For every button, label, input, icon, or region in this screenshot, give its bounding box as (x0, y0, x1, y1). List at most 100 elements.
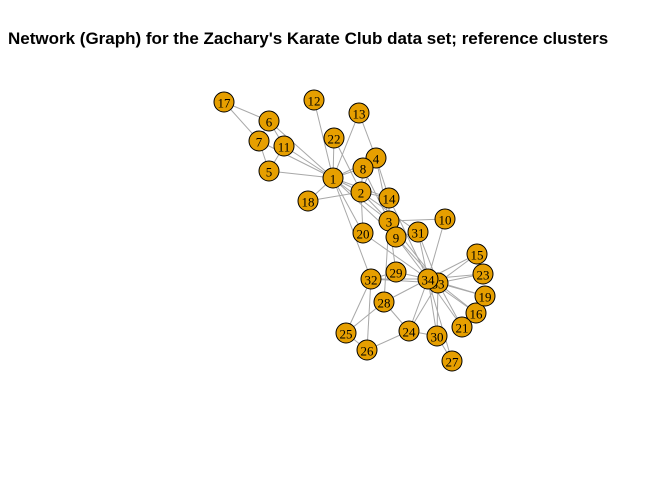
edge-1-7 (258, 140, 334, 179)
node-11: 11 (273, 135, 295, 157)
edge-27-34 (427, 278, 453, 362)
node-8: 8 (352, 157, 374, 179)
node-label: 22 (328, 132, 341, 147)
edge-1-12 (313, 99, 334, 179)
node-label: 30 (431, 330, 444, 345)
node-label: 19 (479, 290, 492, 305)
node-label: 25 (340, 327, 353, 342)
node-circle (407, 221, 429, 243)
node-circle (385, 261, 407, 283)
node-layer: 1234567891011121314151617181920212223242… (213, 89, 496, 372)
node-25: 25 (335, 322, 357, 344)
node-17: 17 (213, 91, 235, 113)
node-label: 8 (360, 162, 367, 177)
node-28: 28 (373, 291, 395, 313)
edge-1-6 (268, 120, 334, 179)
node-circle (350, 181, 372, 203)
node-circle (360, 268, 382, 290)
node-circle (273, 135, 295, 157)
node-20: 20 (352, 222, 374, 244)
node-7: 7 (248, 130, 270, 152)
node-label: 17 (218, 96, 232, 111)
node-circle (434, 208, 456, 230)
node-label: 34 (422, 273, 436, 288)
node-2: 2 (350, 181, 372, 203)
node-29: 29 (385, 261, 407, 283)
node-label: 23 (477, 268, 490, 283)
node-label: 9 (393, 231, 400, 246)
node-circle (451, 316, 473, 338)
node-31: 31 (407, 221, 429, 243)
node-22: 22 (323, 127, 345, 149)
node-label: 4 (373, 152, 380, 167)
node-label: 27 (446, 355, 460, 370)
node-circle (322, 167, 344, 189)
node-circle (348, 102, 370, 124)
node-16: 16 (465, 302, 487, 324)
node-circle (472, 263, 494, 285)
node-circle (323, 127, 345, 149)
node-27: 27 (441, 350, 463, 372)
node-label: 28 (378, 296, 391, 311)
node-label: 24 (403, 325, 417, 340)
node-circle (398, 320, 420, 342)
node-circle (426, 325, 448, 347)
node-3: 3 (378, 210, 400, 232)
node-13: 13 (348, 102, 370, 124)
node-label: 29 (390, 266, 403, 281)
node-circle (417, 268, 439, 290)
node-label: 10 (439, 213, 452, 228)
node-9: 9 (385, 226, 407, 248)
node-label: 1 (330, 172, 337, 187)
node-19: 19 (474, 285, 496, 307)
node-label: 13 (353, 107, 366, 122)
node-circle (352, 222, 374, 244)
node-15: 15 (466, 243, 488, 265)
edge-1-32 (332, 177, 372, 280)
node-12: 12 (303, 89, 325, 111)
edge-3-4 (375, 157, 390, 222)
node-label: 14 (383, 192, 397, 207)
node-label: 11 (278, 140, 291, 155)
node-label: 5 (266, 165, 273, 180)
node-label: 7 (256, 135, 263, 150)
node-30: 30 (426, 325, 448, 347)
node-34: 34 (417, 268, 439, 290)
node-circle (474, 285, 496, 307)
node-label: 21 (456, 321, 469, 336)
node-14: 14 (378, 187, 400, 209)
node-circle (258, 160, 280, 182)
node-label: 26 (361, 344, 375, 359)
node-circle (352, 157, 374, 179)
node-circle (213, 91, 235, 113)
node-circle (385, 226, 407, 248)
node-6: 6 (258, 110, 280, 132)
node-label: 12 (308, 94, 321, 109)
node-32: 32 (360, 268, 382, 290)
node-label: 18 (302, 195, 315, 210)
edge-14-34 (388, 197, 429, 280)
edge-1-13 (332, 112, 360, 179)
node-circle (335, 322, 357, 344)
node-circle (248, 130, 270, 152)
node-circle (297, 190, 319, 212)
node-label: 31 (412, 226, 425, 241)
edge-26-32 (366, 278, 372, 351)
node-18: 18 (297, 190, 319, 212)
node-label: 16 (470, 307, 484, 322)
node-26: 26 (356, 339, 378, 361)
node-label: 6 (266, 115, 273, 130)
node-10: 10 (434, 208, 456, 230)
node-label: 3 (386, 215, 393, 230)
node-1: 1 (322, 167, 344, 189)
node-circle (378, 187, 400, 209)
plot-title: Network (Graph) for the Zachary's Karate… (8, 29, 609, 48)
node-23: 23 (472, 263, 494, 285)
node-circle (356, 339, 378, 361)
node-label: 15 (471, 248, 484, 263)
edge-20-34 (362, 232, 429, 280)
node-21: 21 (451, 316, 473, 338)
node-5: 5 (258, 160, 280, 182)
edge-1-5 (268, 170, 334, 179)
